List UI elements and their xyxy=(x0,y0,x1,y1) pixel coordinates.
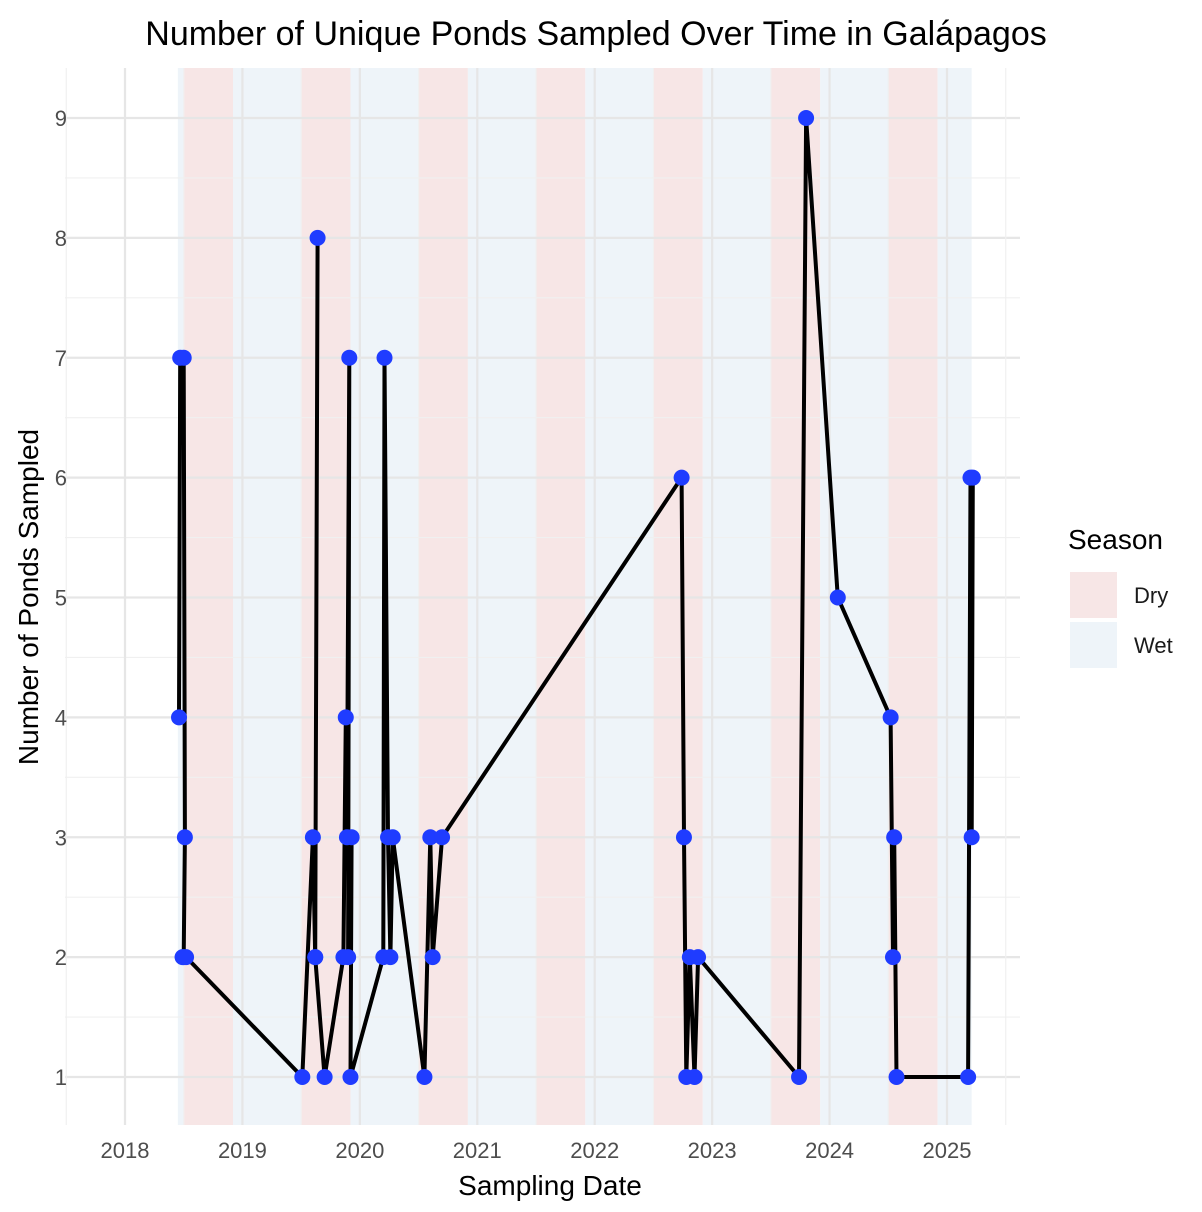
data-point xyxy=(960,1069,977,1085)
y-tick-label: 1 xyxy=(55,1065,67,1090)
gridlines xyxy=(65,68,1020,1125)
data-point xyxy=(434,829,451,846)
data-point xyxy=(309,229,326,246)
y-tick-label: 3 xyxy=(55,825,67,850)
data-point xyxy=(424,949,441,966)
data-point xyxy=(316,1069,333,1085)
x-axis-title: Sampling Date xyxy=(458,1170,642,1201)
data-point xyxy=(675,829,692,846)
data-point xyxy=(963,829,980,846)
legend-key-dry xyxy=(1070,572,1117,618)
legend: Season Dry Wet xyxy=(1068,524,1173,668)
data-point xyxy=(964,469,981,486)
data-point xyxy=(422,829,439,846)
data-point xyxy=(798,110,815,126)
y-tick-label: 4 xyxy=(55,705,67,730)
data-series xyxy=(171,110,981,1085)
y-tick-label: 6 xyxy=(55,466,67,491)
data-point xyxy=(175,349,192,366)
y-tick-label: 8 xyxy=(55,226,67,251)
data-point xyxy=(340,949,357,966)
x-tick-label: 2022 xyxy=(570,1138,619,1163)
data-point xyxy=(791,1069,808,1085)
x-tick-label: 2018 xyxy=(101,1138,150,1163)
data-point xyxy=(884,949,901,966)
data-point xyxy=(178,949,195,966)
data-point xyxy=(341,349,358,366)
legend-label-dry: Dry xyxy=(1134,583,1168,608)
legend-label-wet: Wet xyxy=(1134,633,1173,658)
y-tick-label: 7 xyxy=(55,346,67,371)
y-axis-title: Number of Ponds Sampled xyxy=(13,429,44,765)
y-tick-label: 9 xyxy=(55,106,67,131)
data-point xyxy=(882,709,899,726)
data-point xyxy=(337,709,354,726)
legend-title: Season xyxy=(1068,524,1163,555)
data-point xyxy=(829,589,846,606)
legend-key-wet xyxy=(1070,622,1117,668)
x-tick-label: 2024 xyxy=(805,1138,854,1163)
data-point xyxy=(342,1069,359,1085)
data-point xyxy=(307,949,324,966)
data-point xyxy=(304,829,321,846)
data-point xyxy=(416,1069,433,1085)
y-axis-ticks: 1 2 3 4 5 6 7 8 9 xyxy=(55,106,67,1090)
data-point xyxy=(171,709,188,726)
x-tick-label: 2023 xyxy=(688,1138,737,1163)
data-point xyxy=(690,949,707,966)
y-tick-label: 2 xyxy=(55,945,67,970)
x-tick-label: 2025 xyxy=(923,1138,972,1163)
data-point xyxy=(888,1069,905,1085)
chart-title: Number of Unique Ponds Sampled Over Time… xyxy=(145,15,1046,53)
data-point xyxy=(384,829,401,846)
data-point xyxy=(886,829,903,846)
data-point xyxy=(343,829,360,846)
data-point xyxy=(176,829,193,846)
data-point xyxy=(376,349,393,366)
x-tick-label: 2019 xyxy=(218,1138,267,1163)
x-tick-label: 2020 xyxy=(335,1138,384,1163)
y-tick-label: 5 xyxy=(55,586,67,611)
x-tick-label: 2021 xyxy=(453,1138,502,1163)
data-point xyxy=(382,949,399,966)
data-point xyxy=(673,469,690,486)
data-point xyxy=(686,1069,703,1085)
x-axis-ticks: 2018 2019 2020 2021 2022 2023 2024 2025 xyxy=(101,1138,972,1163)
data-point xyxy=(294,1069,311,1085)
